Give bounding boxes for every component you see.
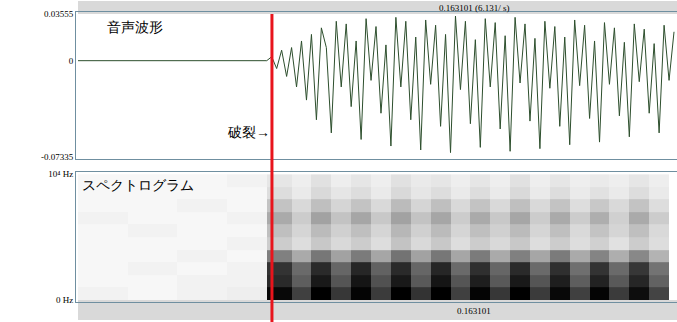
svg-text:0: 0 [69, 56, 74, 66]
svg-text:破裂→: 破裂→ [227, 125, 270, 140]
svg-text:スペクトログラム: スペクトログラム [82, 178, 194, 193]
svg-text:10⁴ Hz: 10⁴ Hz [48, 169, 73, 179]
svg-text:0.163101: 0.163101 [457, 306, 491, 316]
svg-text:0.03555: 0.03555 [44, 9, 74, 19]
svg-text:0.163101 (6.131/ s): 0.163101 (6.131/ s) [439, 3, 510, 13]
svg-text:0 Hz: 0 Hz [56, 295, 73, 305]
svg-text:-0.07335: -0.07335 [41, 152, 74, 162]
svg-text:音声波形: 音声波形 [107, 20, 163, 35]
